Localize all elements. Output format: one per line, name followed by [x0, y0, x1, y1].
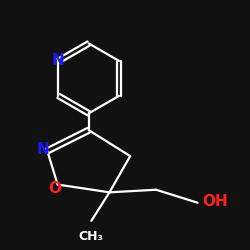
Text: N: N — [37, 142, 50, 157]
Text: CH₃: CH₃ — [79, 230, 104, 243]
Text: N: N — [52, 54, 65, 68]
Text: OH: OH — [203, 194, 228, 209]
Text: O: O — [48, 181, 62, 196]
